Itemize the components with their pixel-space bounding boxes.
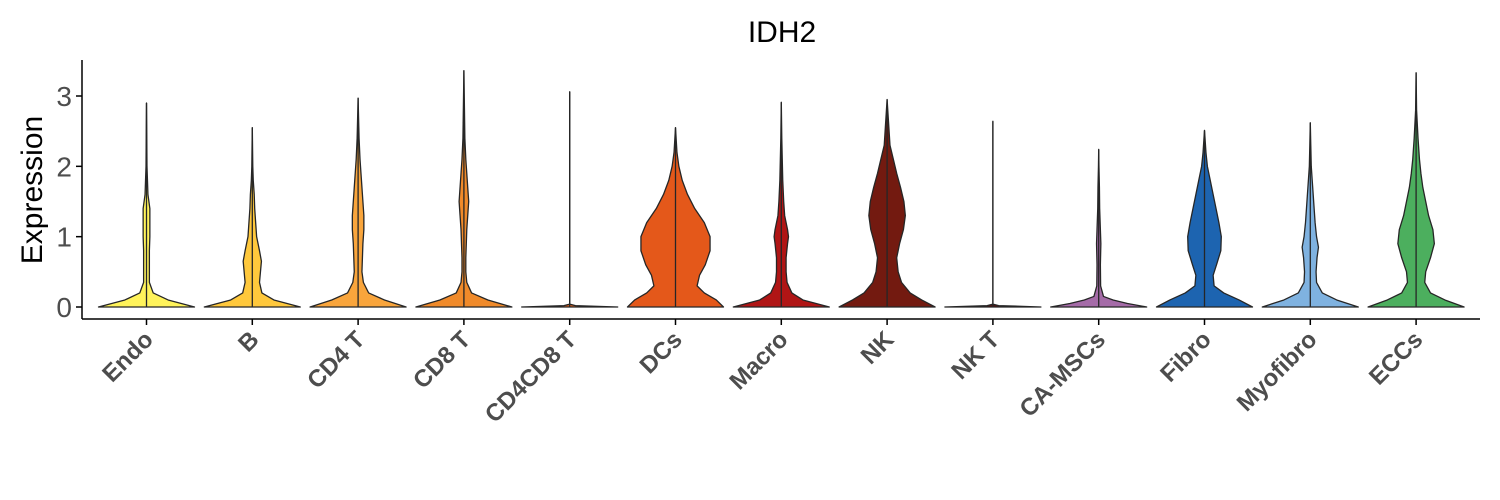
x-tick-label: Fibro bbox=[1155, 326, 1217, 388]
y-tick-label: 0 bbox=[56, 292, 72, 323]
y-axis-label: Expression bbox=[16, 116, 49, 264]
x-tick-label: ECCs bbox=[1364, 326, 1428, 390]
y-tick-label: 2 bbox=[56, 151, 72, 182]
y-tick-label: 3 bbox=[56, 81, 72, 112]
x-tick-label: CD8 T bbox=[408, 326, 476, 394]
x-tick-label: Macro bbox=[724, 326, 793, 395]
x-tick-label: B bbox=[233, 326, 264, 357]
x-tick-label: CA-MSCs bbox=[1015, 326, 1111, 422]
x-tick-label: Endo bbox=[97, 326, 159, 388]
y-tick-label: 1 bbox=[56, 222, 72, 253]
x-tick-label: CD4CD8 T bbox=[480, 326, 582, 428]
violins-group bbox=[97, 70, 1465, 308]
x-tick-label: CD4 T bbox=[302, 326, 370, 394]
x-tick-label: NK bbox=[856, 326, 900, 370]
x-tick-label: DCs bbox=[635, 326, 688, 379]
x-ticks-group: Endo B CD4 T CD8 T CD4CD8 T DCs Macro NK NK T CA-… bbox=[97, 319, 1428, 428]
y-ticks-group: 0 1 2 3 bbox=[56, 81, 82, 323]
x-tick-label: NK T bbox=[946, 326, 1005, 385]
chart-title: IDH2 bbox=[748, 16, 816, 49]
x-tick-label: Myofibro bbox=[1232, 326, 1323, 417]
